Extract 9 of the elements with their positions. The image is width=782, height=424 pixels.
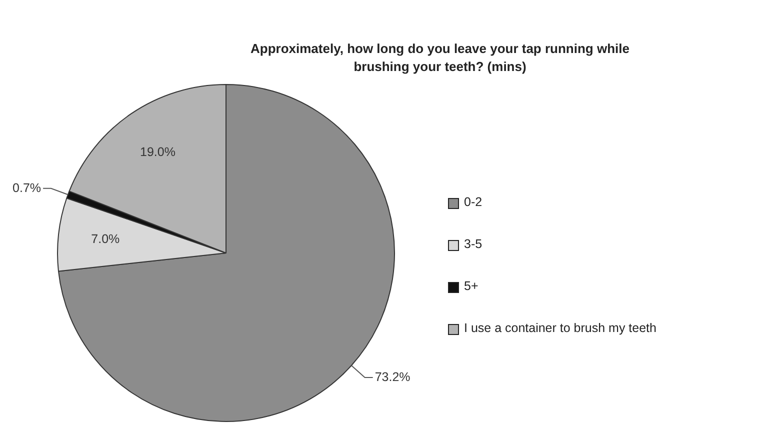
legend-label: 0-2 [464,195,482,209]
legend-label: I use a container to brush my teeth [464,321,656,335]
legend-label: 3-5 [464,237,482,251]
legend-label: 5+ [464,279,478,293]
chart-title: Approximately, how long do you leave your tap running while brushing your teeth? (mins) [250,40,630,76]
data-label: 0.7% [12,180,42,195]
data-label: 7.0% [91,232,120,246]
data-label: 19.0% [140,145,176,160]
data-label: 73.2% [374,370,410,384]
